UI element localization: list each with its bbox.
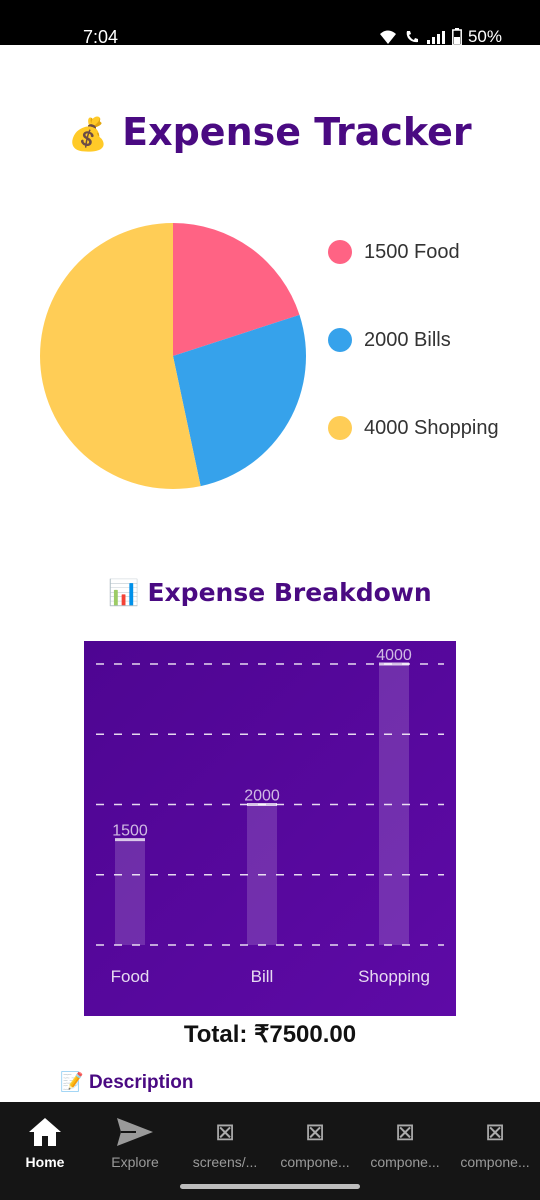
legend-label: 4000 Shopping [364, 416, 499, 439]
nav-label: compone... [460, 1154, 530, 1170]
total-amount: Total: ₹7500.00 [183, 1021, 357, 1048]
page-title-text: Expense Tracker [122, 110, 472, 154]
status-bar: 7:04 50% [0, 0, 540, 47]
bar-bill [247, 804, 277, 945]
bar-chart: 1500 Food 2000 Bill 4000 Shopping [84, 641, 456, 1016]
nav-item-components-1[interactable]: ⊠ compone... [270, 1102, 360, 1200]
x-tick-label: Bill [251, 967, 274, 986]
nav-item-home[interactable]: Home [0, 1102, 90, 1200]
legend-item-shopping: 4000 Shopping [328, 414, 499, 442]
pie-legend: 1500 Food 2000 Bills 4000 Shopping [328, 238, 499, 502]
legend-swatch-shopping [328, 416, 352, 440]
send-icon [90, 1114, 180, 1150]
status-icons: 50% [378, 27, 502, 47]
nav-item-components-2[interactable]: ⊠ compone... [360, 1102, 450, 1200]
battery-percent: 50% [467, 27, 502, 46]
nav-item-explore[interactable]: Explore [90, 1102, 180, 1200]
nav-label: screens/... [192, 1154, 258, 1170]
nav-label: Explore [111, 1154, 159, 1170]
section-title-breakdown: 📊 Expense Breakdown [0, 578, 540, 608]
bar-shopping [379, 664, 409, 945]
placeholder-icon: ⊠ [214, 1118, 236, 1146]
memo-icon: 📝 [60, 1072, 84, 1093]
x-tick-label: Food [111, 967, 150, 986]
battery-icon [452, 28, 462, 46]
nav-label: compone... [280, 1154, 350, 1170]
description-label: Description [88, 1072, 194, 1093]
bar-value-label: 2000 [244, 788, 280, 805]
bar-value-label: 4000 [376, 647, 412, 664]
legend-label: 1500 Food [364, 240, 460, 263]
section-title-text: Expense Breakdown [147, 578, 432, 607]
nav-item-components-3[interactable]: ⊠ compone... [450, 1102, 540, 1200]
call-icon [406, 31, 418, 43]
money-bag-icon: 💰 [68, 115, 109, 153]
nav-item-screens[interactable]: ⊠ screens/... [180, 1102, 270, 1200]
placeholder-icon: ⊠ [304, 1118, 326, 1146]
legend-item-food: 1500 Food [328, 238, 499, 266]
pie-slice-shopping [40, 223, 201, 489]
legend-label: 2000 Bills [364, 328, 451, 351]
signal-icon [426, 31, 445, 44]
placeholder-icon: ⊠ [394, 1118, 416, 1146]
pie-chart [40, 223, 306, 489]
page-title: 💰 Expense Tracker [0, 110, 540, 154]
bar-chart-icon: 📊 [108, 578, 140, 607]
pie-slice-bills [173, 314, 306, 487]
bar-chart-svg: 1500 Food 2000 Bill 4000 Shopping [96, 647, 444, 986]
pie-slice-food [173, 223, 300, 356]
placeholder-icon: ⊠ [484, 1118, 506, 1146]
legend-item-bills: 2000 Bills [328, 326, 499, 354]
legend-swatch-bills [328, 328, 352, 352]
wifi-icon [379, 30, 396, 44]
status-time: 7:04 [83, 27, 119, 47]
nav-label: Home [25, 1154, 65, 1170]
home-icon [0, 1114, 90, 1150]
description-heading: 📝 Description [60, 1070, 193, 1094]
legend-swatch-food [328, 240, 352, 264]
bar-food [115, 839, 145, 945]
home-indicator [180, 1184, 360, 1189]
bottom-nav: Home Explore ⊠ screens/... ⊠ compone... … [0, 1102, 540, 1200]
bar-value-label: 1500 [112, 823, 148, 840]
nav-label: compone... [370, 1154, 440, 1170]
x-tick-label: Shopping [358, 967, 430, 986]
